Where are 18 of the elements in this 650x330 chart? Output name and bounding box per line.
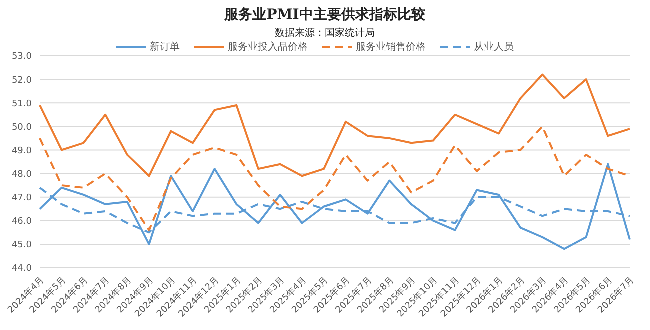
y-tick-label: 44.0: [12, 264, 32, 274]
y-tick-label: 48.0: [12, 170, 32, 180]
legend-label: 服务业销售价格: [356, 40, 426, 54]
y-tick-label: 53.0: [12, 52, 32, 62]
legend-label: 新订单: [150, 40, 180, 54]
y-tick-label: 50.0: [12, 122, 32, 133]
y-tick-label: 51.0: [12, 99, 32, 110]
y-tick-label: 47.0: [12, 194, 32, 204]
y-tick-label: 46.0: [12, 217, 32, 228]
line-series: [39, 163, 631, 250]
chart-title: 服务业PMI中主要供求指标比较: [223, 6, 426, 24]
line-series: [39, 74, 631, 178]
chart-subtitle: 数据来源：国家统计局: [274, 26, 376, 40]
legend-label: 从业人员: [474, 40, 514, 54]
y-tick-label: 49.0: [12, 146, 32, 156]
y-tick-label: 52.0: [12, 76, 32, 86]
y-tick-label: 45.0: [12, 240, 32, 251]
legend-label: 服务业投入品价格: [228, 40, 308, 54]
